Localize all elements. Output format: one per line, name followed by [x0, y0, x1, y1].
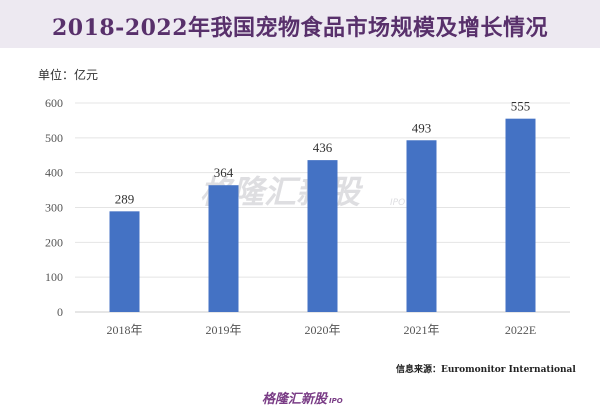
brand-sub: IPO [329, 397, 343, 405]
x-tick-label: 2019年 [205, 323, 241, 337]
x-tick-label: 2022E [505, 323, 536, 337]
data-label: 289 [115, 191, 135, 206]
title-band [0, 0, 600, 48]
y-tick-label: 100 [45, 270, 63, 284]
brand-name: 格隆汇新股 [262, 392, 328, 407]
bars [109, 118, 536, 312]
data-label: 493 [412, 120, 432, 135]
y-tick-label: 0 [57, 305, 63, 319]
data-label: 436 [313, 140, 333, 155]
y-tick-label: 500 [45, 131, 63, 145]
y-tick-label: 300 [45, 201, 63, 215]
x-tick-label: 2018年 [106, 323, 142, 337]
bar-2021年 [406, 140, 437, 312]
bar-2020年 [307, 160, 338, 312]
chart-title: 2018-2022年我国宠物食品市场规模及增长情况 [51, 15, 549, 41]
bar-2018年 [109, 211, 140, 312]
unit-label: 单位：亿元 [38, 68, 99, 82]
data-labels: 289 364 436 493 555 [115, 99, 531, 207]
x-axis-ticks: 2018年 2019年 2020年 2021年 2022E [106, 323, 536, 337]
y-tick-label: 200 [45, 235, 63, 249]
data-label: 364 [214, 165, 234, 180]
x-tick-label: 2021年 [403, 323, 439, 337]
bar-2022E [505, 118, 536, 312]
x-tick-label: 2020年 [304, 323, 340, 337]
watermark-sub: IPO [390, 198, 405, 208]
y-tick-label: 400 [45, 166, 63, 180]
y-tick-label: 600 [45, 96, 63, 110]
source-note: 信息来源：Euromonitor International [396, 365, 576, 375]
brand-logo: 格隆汇新股 IPO [262, 388, 343, 407]
y-axis-ticks: 0 100 200 300 400 500 600 [45, 96, 63, 319]
bar-2019年 [208, 185, 239, 312]
data-label: 555 [511, 99, 531, 114]
